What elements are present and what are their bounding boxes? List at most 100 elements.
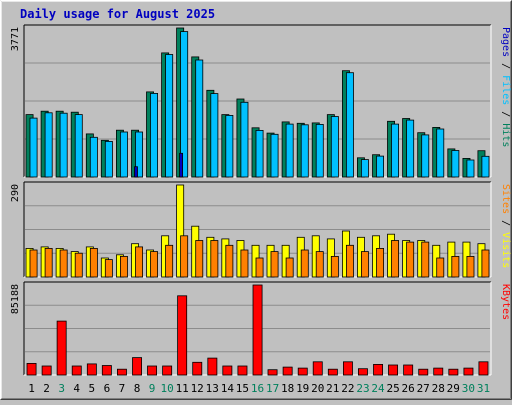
- visits-sites-bar-sites-7: [120, 255, 128, 278]
- kbytes-bar-kbytes-23: [357, 368, 368, 376]
- chart-panels: 3771 Pages / Files / Hits 290 Sites / Visit…: [10, 24, 511, 376]
- visits-sites-bar-visits-11: [176, 184, 185, 278]
- hits-files-pages-bar-files-17: [270, 133, 279, 178]
- kbytes-bar-kbytes-9: [147, 365, 158, 376]
- hits-files-pages-bar-files-24: [376, 155, 384, 178]
- hits-files-pages-bar-files-20: [315, 124, 324, 178]
- kbytes-bar-kbytes-17: [267, 369, 278, 376]
- x-tick-label-10: 10: [160, 382, 173, 395]
- hits-files-pages-bar-files-14: [225, 115, 234, 178]
- hits-files-pages-bar-files-8: [135, 131, 143, 178]
- kbytes-panel: 85188 KBytes: [10, 281, 511, 376]
- x-tick-label-3: 3: [58, 382, 65, 395]
- visits-sites-bar-sites-22: [345, 244, 354, 278]
- x-tick-label-17: 17: [266, 382, 279, 395]
- hits-files-pages-bar-files-5: [89, 136, 98, 178]
- x-tick-label-20: 20: [311, 382, 324, 395]
- visits-sites-series-label-part: /: [500, 214, 511, 232]
- x-tick-label-4: 4: [73, 382, 80, 395]
- kbytes-bar-kbytes-6: [101, 365, 112, 376]
- x-tick-label-21: 21: [326, 382, 339, 395]
- kbytes-series-label-part: KBytes: [500, 284, 511, 320]
- visits-sites-bar-sites-19: [300, 249, 309, 278]
- kbytes-bar-kbytes-5: [86, 363, 97, 376]
- kbytes-bar-kbytes-25: [388, 364, 399, 376]
- kbytes-bar-kbytes-28: [433, 367, 444, 376]
- kbytes-bar-kbytes-3: [56, 320, 67, 376]
- visits-sites-bar-sites-8: [135, 246, 143, 278]
- kbytes-bar-kbytes-2: [41, 365, 52, 376]
- hits-files-pages-bar-files-6: [104, 140, 113, 178]
- visits-sites-bar-sites-15: [240, 249, 249, 278]
- x-tick-label-15: 15: [236, 382, 249, 395]
- x-tick-label-5: 5: [88, 382, 95, 395]
- kbytes-bar-kbytes-13: [207, 357, 218, 376]
- kbytes-bar-kbytes-18: [282, 366, 293, 376]
- hits-files-pages-bar-files-19: [300, 124, 309, 178]
- hits-files-pages-bar-files-2: [44, 112, 53, 178]
- visits-sites-bar-sites-6: [104, 259, 113, 278]
- x-tick-label-18: 18: [281, 382, 294, 395]
- x-axis-day-labels: 1 2 3 4 5 6 7 8 9 10 11 12 13 14 15 16 17 18 19 20 21 22 23 24 2…: [28, 382, 490, 395]
- visits-sites-bar-sites-26: [406, 241, 415, 278]
- kbytes-bar-kbytes-15: [237, 365, 248, 376]
- visits-sites-bar-sites-21: [330, 255, 339, 278]
- visits-sites-bar-sites-16: [255, 257, 264, 278]
- visits-sites-bar-sites-1: [29, 249, 38, 278]
- kbytes-bar-kbytes-7: [117, 368, 127, 376]
- kbytes-bar-kbytes-27: [418, 368, 429, 376]
- visits-sites-bar-sites-27: [421, 241, 430, 278]
- visits-sites-bar-sites-11: [180, 235, 189, 278]
- hits-files-pages-series-label-part: Pages: [500, 27, 511, 57]
- visits-sites-bar-sites-25: [391, 240, 399, 278]
- hits-files-pages-bar-files-13: [210, 93, 219, 178]
- hits-files-pages-series-label-part: /: [500, 57, 511, 75]
- kbytes-bar-kbytes-11: [177, 295, 188, 376]
- x-tick-label-8: 8: [134, 382, 141, 395]
- x-tick-label-19: 19: [296, 382, 309, 395]
- hits-files-pages-bar-files-26: [406, 119, 415, 178]
- hits-files-pages-bar-files-16: [255, 129, 264, 178]
- hits-files-pages-bar-files-28: [436, 128, 445, 178]
- x-tick-label-11: 11: [176, 382, 189, 395]
- x-tick-label-28: 28: [432, 382, 445, 395]
- kbytes-bar-kbytes-24: [373, 363, 384, 376]
- x-tick-label-30: 30: [462, 382, 475, 395]
- x-tick-label-7: 7: [119, 382, 126, 395]
- visits-sites-bar-sites-28: [436, 257, 445, 278]
- hits-files-pages-series-label: Pages / Files / Hits: [500, 27, 511, 147]
- x-tick-label-1: 1: [28, 382, 35, 395]
- hits-files-pages-bar-files-30: [466, 159, 475, 178]
- x-tick-label-31: 31: [477, 382, 490, 395]
- visits-sites-bar-sites-29: [451, 255, 460, 278]
- chart-title: Daily usage for August 2025: [20, 7, 215, 21]
- visits-sites-bar-sites-3: [59, 249, 68, 278]
- x-tick-label-6: 6: [104, 382, 111, 395]
- visits-sites-bar-sites-24: [376, 247, 384, 278]
- visits-sites-bar-sites-18: [285, 257, 294, 278]
- hits-files-pages-bar-files-11: [180, 31, 189, 178]
- visits-sites-bar-sites-31: [481, 249, 490, 278]
- hits-files-pages-bar-files-27: [421, 134, 430, 178]
- hits-files-pages-bar-files-4: [74, 114, 83, 178]
- kbytes-bar-kbytes-21: [327, 368, 338, 376]
- hits-files-pages-series-label-part: Files: [500, 75, 511, 105]
- x-tick-label-14: 14: [221, 382, 235, 395]
- hits-files-pages-bar-files-1: [29, 117, 38, 178]
- kbytes-bar-kbytes-16: [252, 284, 263, 376]
- visits-sites-bar-sites-2: [44, 247, 53, 278]
- x-tick-label-27: 27: [417, 382, 430, 395]
- kbytes-bar-kbytes-30: [463, 367, 474, 376]
- visits-sites-series-label: Sites / Visits: [500, 184, 511, 268]
- hits-files-pages-bar-files-3: [59, 112, 68, 178]
- kbytes-bar-kbytes-8: [132, 357, 143, 376]
- hits-files-pages-bar-files-18: [285, 123, 294, 178]
- x-tick-label-23: 23: [356, 382, 369, 395]
- hits-files-pages-bar-files-15: [240, 101, 249, 178]
- hits-files-pages-panel: 3771 Pages / Files / Hits: [10, 24, 511, 178]
- hits-files-pages-bar-pages-8: [134, 166, 138, 178]
- hits-files-pages-bar-files-31: [481, 155, 490, 178]
- kbytes-bar-kbytes-22: [342, 361, 353, 376]
